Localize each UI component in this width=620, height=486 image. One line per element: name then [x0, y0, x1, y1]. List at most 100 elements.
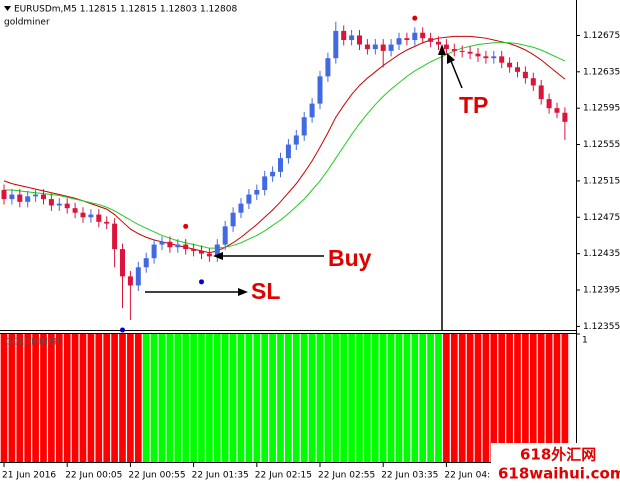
annotation-arrows — [145, 44, 463, 330]
candle-body — [214, 244, 220, 257]
x-tick-label: 22 Jun 00:05 — [65, 471, 122, 481]
histogram-bar — [466, 334, 474, 462]
candle-body — [96, 214, 102, 222]
candle-body — [357, 35, 362, 45]
candle-body — [270, 171, 276, 177]
candle-body — [25, 196, 31, 202]
candle-body — [325, 58, 331, 77]
histogram-bar — [348, 334, 355, 462]
candle-body — [530, 78, 536, 86]
candle-body — [206, 253, 212, 257]
y-tick-label: 1.12595 — [583, 104, 620, 114]
candle-body — [64, 203, 70, 209]
histogram-bar — [261, 334, 269, 462]
candle-body — [112, 223, 118, 250]
histogram-bar — [364, 334, 371, 462]
candle-body — [499, 56, 505, 63]
candle-body — [396, 38, 402, 45]
histogram-bar — [411, 334, 419, 462]
histogram-bar — [24, 334, 32, 462]
y-tick-label: 1 — [582, 336, 588, 346]
histogram-bar — [182, 334, 190, 462]
x-tick-label: 22 Jun 03:35 — [381, 471, 438, 481]
candle-body — [1, 190, 7, 200]
histogram-bar — [324, 334, 332, 462]
candle-body — [135, 267, 141, 286]
y-tick-label: 1.12355 — [583, 322, 620, 332]
candle-body — [293, 135, 299, 145]
histogram-bar — [522, 334, 529, 462]
histogram-bar — [158, 334, 166, 462]
candle-body — [230, 212, 236, 227]
candle-body — [420, 32, 426, 39]
candle-body — [562, 112, 568, 122]
histogram-bar — [379, 334, 387, 462]
candle-body — [159, 241, 165, 245]
histogram-bar — [300, 334, 308, 462]
histogram-bar — [63, 334, 71, 462]
candle-body — [317, 76, 323, 104]
histogram-bar — [506, 334, 513, 462]
candle-body — [285, 144, 291, 159]
histogram-bar — [71, 334, 79, 462]
tp-label: TP — [459, 92, 488, 118]
histogram-bar — [40, 334, 47, 462]
candle-body — [127, 276, 133, 286]
candle-body — [372, 44, 378, 50]
histogram-bar — [166, 334, 174, 462]
histogram-bar — [356, 334, 363, 462]
watermark: 618waihui.com — [498, 465, 620, 483]
candle-body — [17, 194, 23, 202]
symbol-marker — [4, 6, 11, 11]
candle-body — [483, 56, 489, 59]
candle-body — [428, 38, 434, 42]
histogram-bar — [285, 334, 292, 462]
candle-body — [175, 244, 181, 248]
histogram-bar — [443, 334, 450, 462]
candle-body — [88, 214, 94, 218]
arrow-head — [213, 252, 223, 260]
histogram-bar — [237, 334, 245, 462]
candle-body — [104, 221, 110, 224]
histogram-bar — [134, 334, 142, 462]
candle-body — [222, 226, 228, 245]
candle-body — [349, 35, 355, 40]
histogram-bar — [553, 334, 561, 462]
histogram-bar — [103, 334, 111, 462]
sl-label: SL — [251, 278, 280, 304]
watermark: 618外汇网 — [520, 446, 596, 464]
histogram-bar — [498, 334, 506, 462]
histogram-bar — [0, 334, 8, 462]
histogram-bar — [427, 334, 434, 462]
signal-dot — [183, 223, 189, 229]
histogram-bar — [253, 334, 261, 462]
histogram-bar — [371, 334, 379, 462]
candle-body — [56, 203, 62, 206]
candle-body — [554, 108, 560, 113]
arrow-head — [238, 288, 248, 296]
arrow-head — [447, 53, 455, 64]
histogram-bar — [403, 334, 411, 462]
candle-body — [443, 44, 449, 50]
histogram-bar — [269, 334, 276, 462]
histogram-bar — [435, 334, 442, 462]
histogram-bar — [111, 334, 118, 462]
histogram-bar — [142, 334, 150, 462]
candle-body — [451, 49, 457, 51]
histogram-bar — [206, 334, 213, 462]
signal-dot — [199, 279, 204, 285]
moving-average — [4, 42, 566, 249]
candle-body — [301, 117, 307, 136]
candle-body — [380, 44, 386, 51]
candle-body — [404, 38, 410, 40]
tp-arrow — [450, 60, 463, 89]
x-tick-label: 22 Jun 02:15 — [255, 471, 312, 481]
candle-body — [9, 194, 15, 200]
x-tick-label: 21 Jun 2016 — [2, 471, 56, 481]
histogram-bar — [561, 334, 569, 462]
candle-body — [278, 158, 283, 172]
moving-average — [3, 35, 566, 254]
histogram-bar — [395, 334, 403, 462]
histogram-bar — [387, 334, 395, 462]
y-tick-label: 1.12515 — [583, 176, 620, 186]
